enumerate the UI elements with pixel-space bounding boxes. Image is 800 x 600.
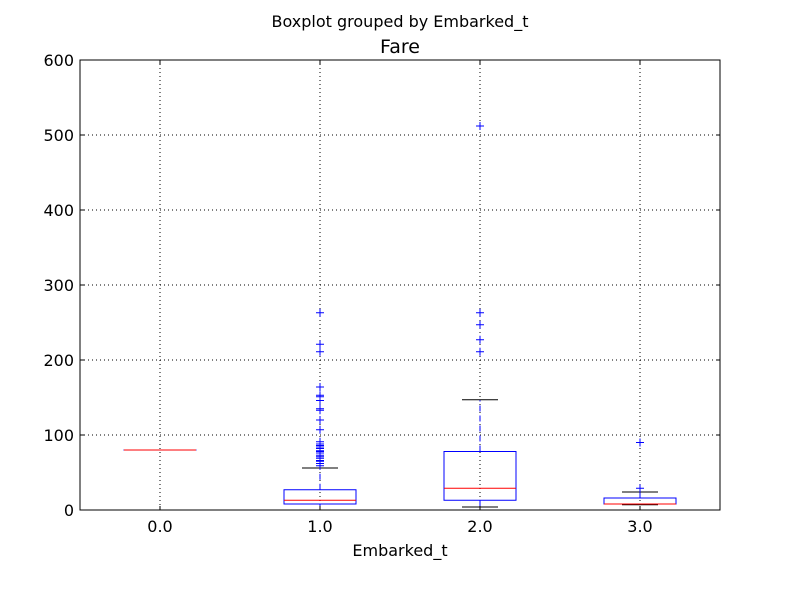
y-tick-label: 0 — [64, 501, 74, 520]
outlier-point — [316, 308, 324, 317]
box-iqr — [443, 451, 517, 501]
y-tick-label: 500 — [43, 126, 74, 145]
box-group-3-0 — [603, 438, 677, 506]
y-tick-label: 300 — [43, 276, 74, 295]
outlier-point — [316, 437, 324, 446]
x-tick-label: 0.0 — [147, 517, 172, 536]
outlier-point — [476, 347, 484, 356]
boxes — [123, 122, 677, 511]
outlier-point — [316, 404, 324, 413]
y-tick-label: 100 — [43, 426, 74, 445]
y-tick-label: 400 — [43, 201, 74, 220]
outlier-point — [316, 416, 324, 424]
x-axis-label: Embarked_t — [352, 541, 447, 561]
chart-title: Fare — [380, 36, 420, 58]
outlier-point — [316, 425, 324, 434]
outlier-point — [476, 335, 484, 344]
x-tick-label: 2.0 — [467, 517, 492, 536]
outlier-point — [316, 340, 324, 349]
outlier-point — [476, 320, 484, 329]
outlier-point — [316, 347, 324, 356]
x-axis-ticks: 0.0 1.0 2.0 3.0 — [147, 60, 653, 536]
chart-suptitle: Boxplot grouped by Embarked_t — [272, 12, 529, 32]
box-iqr — [283, 489, 357, 505]
box-group-1-0 — [283, 308, 357, 511]
outlier-point — [316, 391, 324, 400]
outlier-point — [636, 484, 644, 493]
y-axis-ticks: 0 100 200 300 400 500 600 — [43, 51, 720, 520]
y-tick-label: 200 — [43, 351, 74, 370]
outlier-point — [636, 438, 644, 447]
x-tick-label: 1.0 — [307, 517, 332, 536]
y-tick-label: 600 — [43, 51, 74, 70]
outlier-point — [316, 383, 324, 391]
outlier-point — [476, 122, 484, 130]
grid-lines — [80, 60, 720, 510]
outlier-point — [476, 308, 484, 317]
x-tick-label: 3.0 — [627, 517, 652, 536]
box-group-2-0 — [443, 122, 517, 508]
